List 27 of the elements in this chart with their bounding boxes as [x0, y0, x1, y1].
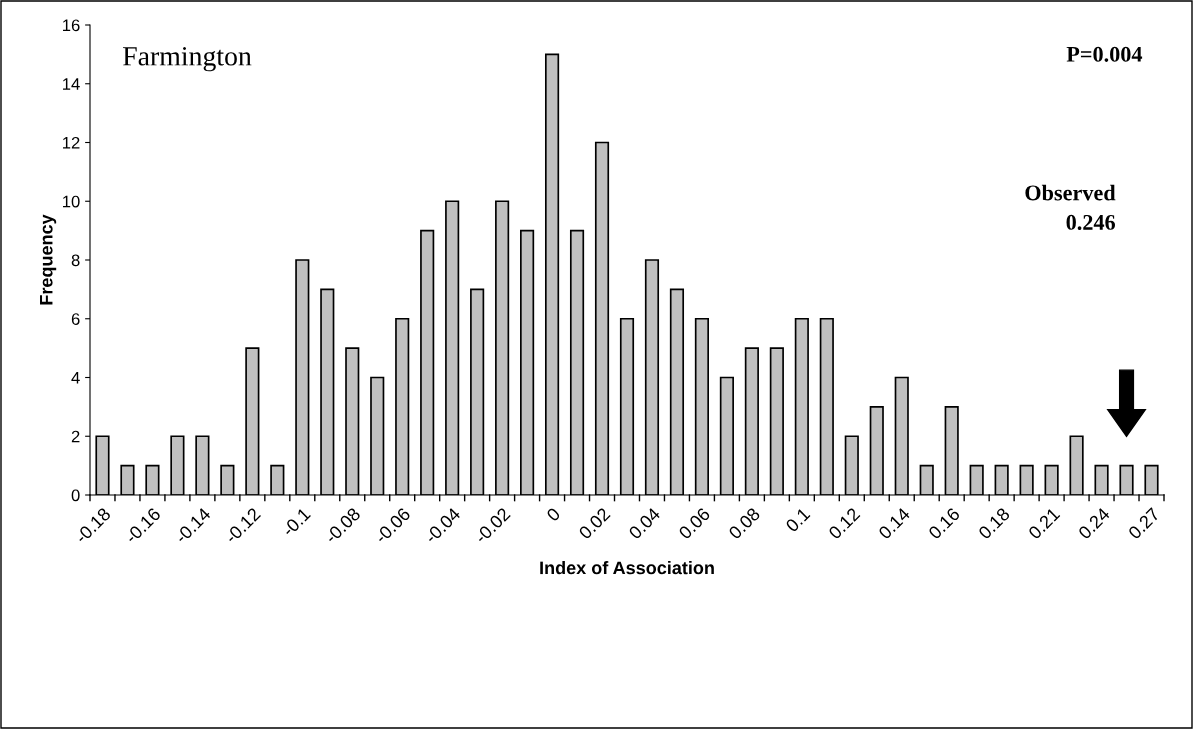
x-tick-label: 0.08: [727, 507, 761, 540]
y-tick-label: 6: [71, 313, 80, 325]
x-tick-label: 0.12: [827, 507, 861, 540]
x-tick-label: 0.1: [784, 507, 811, 533]
x-tick-label: 0.16: [927, 507, 961, 540]
x-tick-label: 0.21: [1027, 507, 1061, 540]
annotation: Observed 0.246: [1025, 184, 1116, 230]
x-tick-label: 0.04: [627, 506, 661, 540]
y-tick-label: 0: [71, 489, 80, 502]
annotation: Farmington: [123, 46, 252, 72]
x-tick-label: 0.02: [578, 507, 611, 540]
x-tick-label: 0.24: [1077, 506, 1111, 540]
y-tick-label: 8: [71, 254, 80, 267]
y-tick-label: 16: [63, 19, 80, 32]
y-tick-label: 12: [63, 136, 80, 149]
x-tick-label: 0.18: [977, 507, 1011, 540]
y-tick-label: 2: [71, 430, 80, 443]
y-tick-label: 14: [63, 78, 80, 90]
x-tick-label: 0: [545, 506, 561, 523]
y-tick-label: 10: [63, 195, 80, 208]
x-tick-label: 0.06: [677, 507, 711, 540]
x-tick-label: -0.1: [281, 507, 312, 537]
y-tick-label: 4: [71, 372, 80, 384]
x-tick-label: 0.14: [877, 506, 911, 540]
y-axis-title: Frequency: [40, 214, 57, 305]
annotation: P=0.004: [1066, 46, 1143, 62]
x-axis-title: Index of Association: [540, 561, 714, 575]
